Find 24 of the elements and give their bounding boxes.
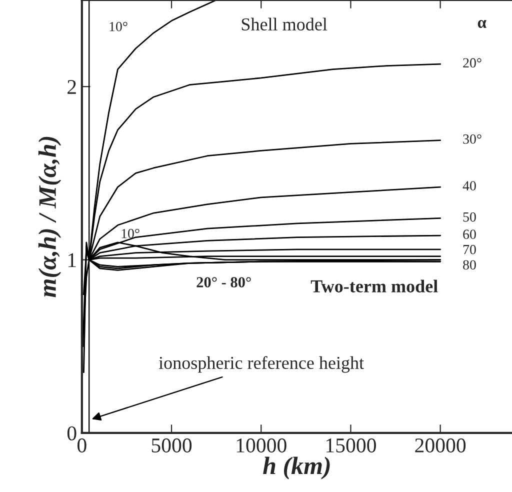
series-label: 50 <box>463 212 476 222</box>
ref-line-label: ionospheric reference height <box>158 356 364 373</box>
series-label: 70 <box>463 244 476 254</box>
series-label: 10° <box>110 22 128 32</box>
x-tick-label: 10000 <box>236 438 286 452</box>
x-tick-label: 0 <box>78 438 86 452</box>
annotation: Shell model <box>242 18 328 30</box>
x-tick-label: 15000 <box>326 438 376 452</box>
annotation: α <box>478 20 486 28</box>
series-label: 10° <box>122 228 140 238</box>
x-axis-title: h (km) <box>263 456 330 480</box>
x-tick-label: 20000 <box>415 438 466 452</box>
series-label: 80 <box>463 260 476 270</box>
y-tick-label: 2 <box>68 80 76 94</box>
x-tick-label: 5000 <box>152 438 192 452</box>
y-tick-label: 1 <box>68 253 76 268</box>
y-axis-title: m(α,h) / M(α,h) <box>38 136 62 298</box>
series-label: 40 <box>462 181 476 191</box>
y-tick-label: 0 <box>67 426 76 440</box>
series-label: 20° <box>463 58 482 68</box>
annotation: 20° - 80° <box>196 277 251 288</box>
annotation: Two-term model <box>310 280 438 292</box>
series-label: 60 <box>463 230 476 240</box>
series-label: 30° <box>463 134 482 144</box>
